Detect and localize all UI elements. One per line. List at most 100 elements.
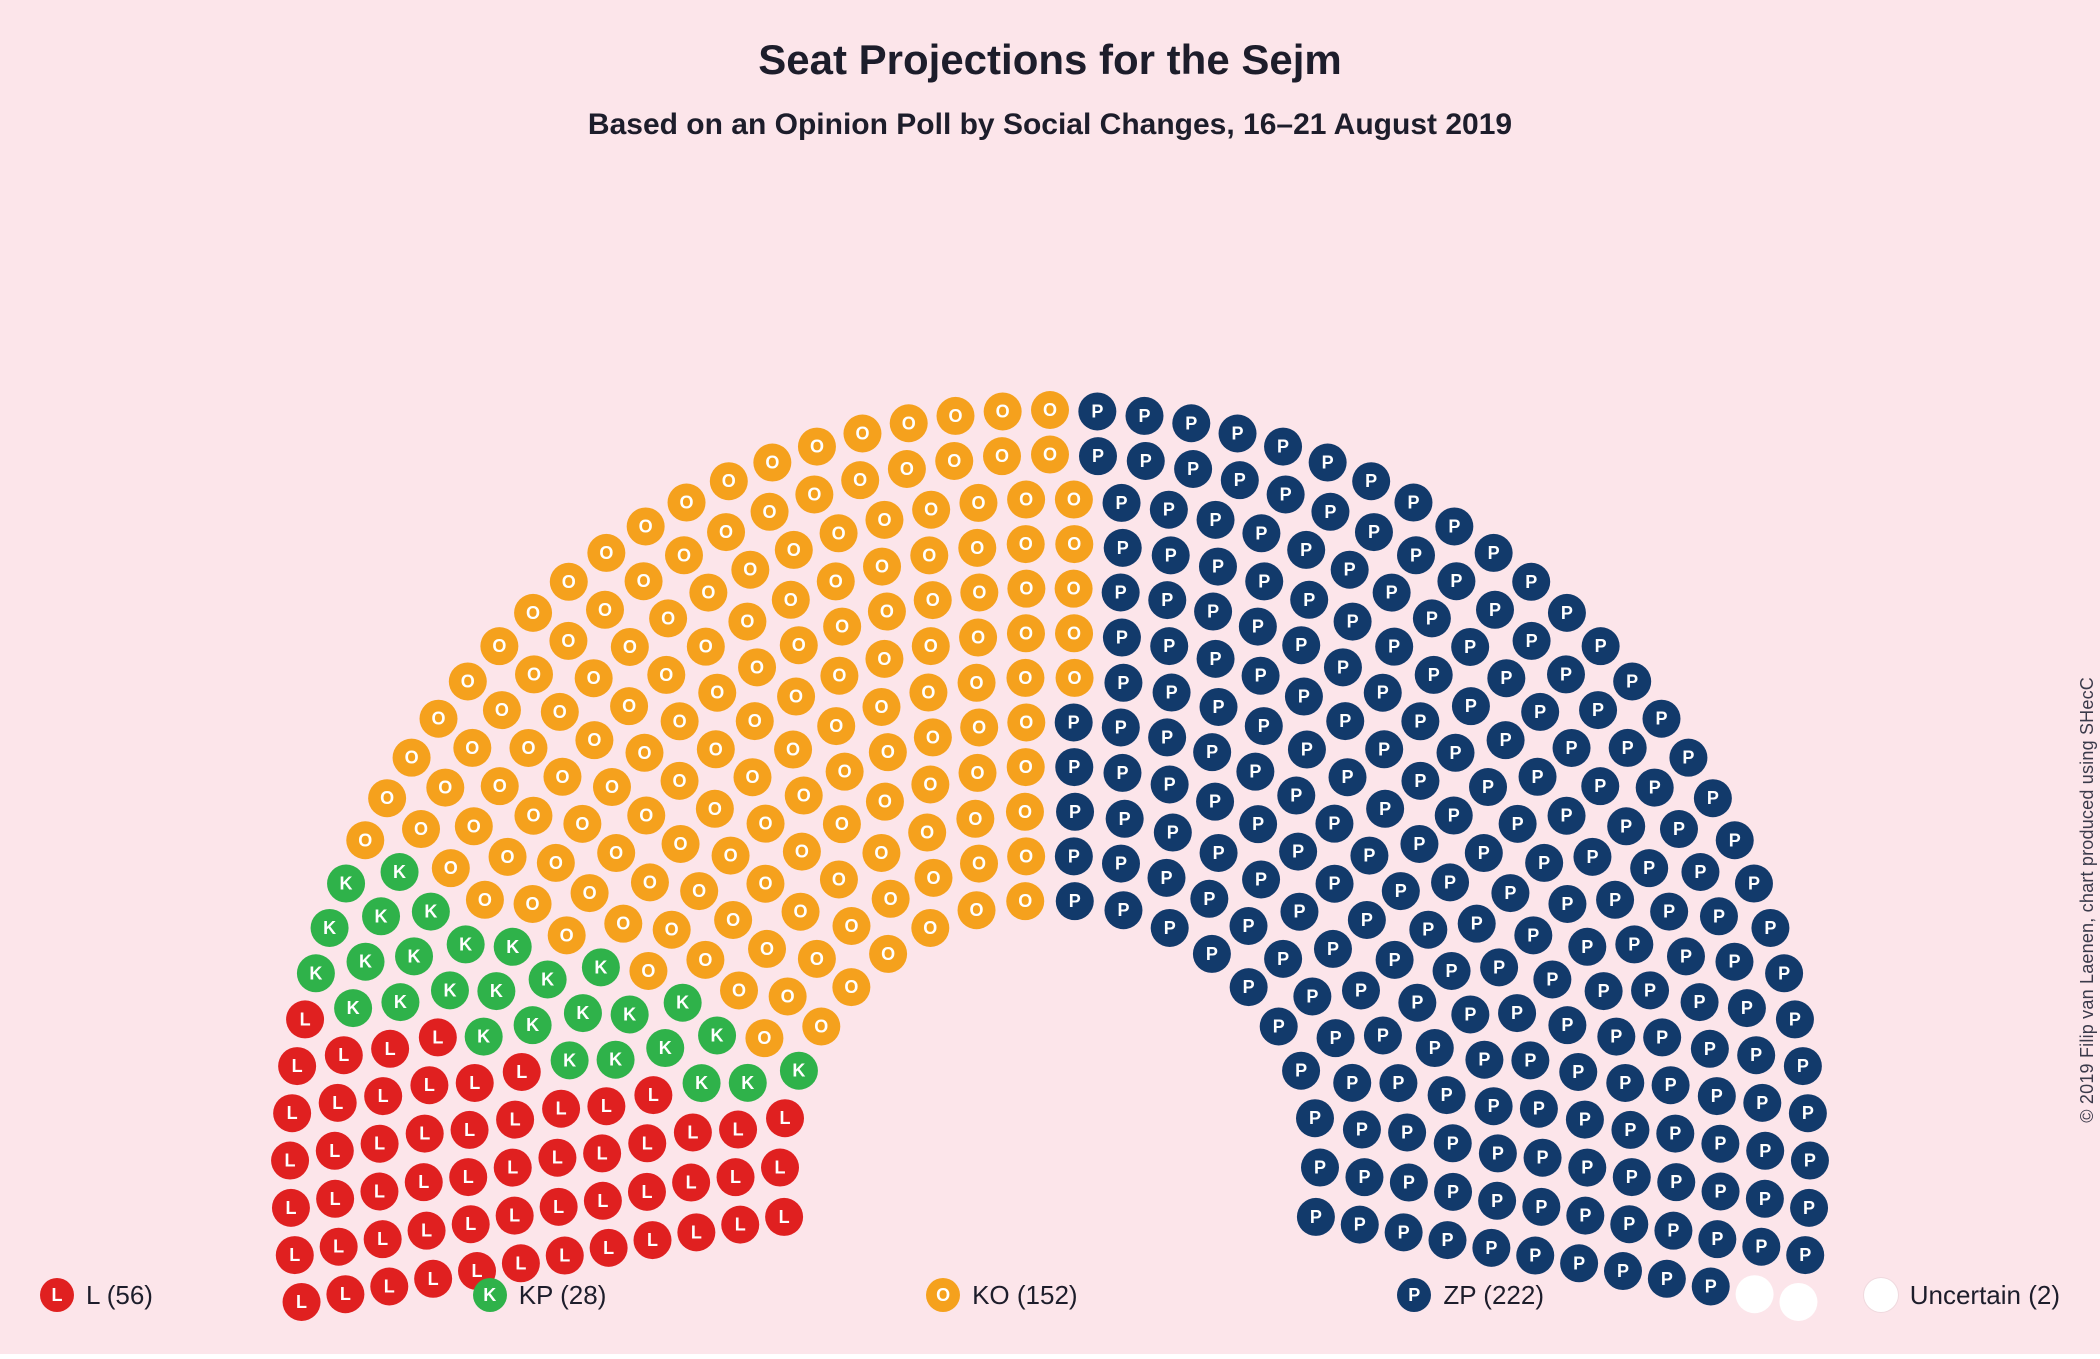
seat-letter-zp: P	[1626, 1167, 1638, 1187]
seat-zp: P	[1568, 1149, 1606, 1187]
seat-letter-zp: P	[1327, 939, 1339, 959]
seat-letter-ko: O	[835, 814, 849, 834]
seat-l: L	[419, 1018, 457, 1056]
seat-zp: P	[1200, 834, 1238, 872]
seat-letter-ko: O	[699, 637, 713, 657]
seat-zp: P	[1343, 1111, 1381, 1149]
seat-zp: P	[1465, 1041, 1503, 1079]
seat-ko: O	[686, 941, 724, 979]
seat-l: L	[542, 1090, 580, 1128]
seat-letter-zp: P	[1414, 711, 1426, 731]
seat-letter-ko: O	[710, 683, 724, 703]
seat-letter-ko: O	[637, 571, 651, 591]
seat-zp: P	[1681, 853, 1719, 891]
seat-zp: P	[1472, 1229, 1510, 1267]
seat-letter-zp: P	[1293, 902, 1305, 922]
seat-letter-zp: P	[1546, 969, 1558, 989]
seat-zp: P	[1458, 905, 1496, 943]
legend-item-l: LL (56)	[40, 1278, 153, 1312]
seat-zp: P	[1681, 983, 1719, 1021]
legend-swatch-kp: K	[473, 1278, 507, 1312]
seat-ko: O	[731, 551, 769, 589]
seat-l: L	[452, 1205, 490, 1243]
seat-letter-ko: O	[763, 502, 777, 522]
seat-letter-ko: O	[884, 889, 898, 909]
seat-letter-zp: P	[1344, 560, 1356, 580]
seat-zp: P	[1566, 1101, 1604, 1139]
seat-ko: O	[604, 905, 642, 943]
seat-letter-zp: P	[1573, 1253, 1585, 1273]
seat-ko: O	[912, 627, 950, 665]
seat-letter-zp: P	[1378, 739, 1390, 759]
seat-letter-zp: P	[1187, 459, 1199, 479]
seat-ko: O	[984, 392, 1022, 430]
seat-letter-l: L	[333, 1237, 344, 1257]
seat-letter-zp: P	[1598, 981, 1610, 1001]
seat-letter-ko: O	[605, 777, 619, 797]
seat-ko: O	[514, 594, 552, 632]
seat-letter-zp: P	[1759, 1189, 1771, 1209]
seat-zp: P	[1491, 874, 1529, 912]
legend-label-un: Uncertain (2)	[1910, 1280, 2060, 1311]
seat-ko: O	[541, 693, 579, 731]
seat-letter-ko: O	[521, 738, 535, 758]
seat-ko: O	[346, 821, 384, 859]
seat-letter-zp: P	[1328, 814, 1340, 834]
seat-letter-zp: P	[1426, 608, 1438, 628]
seat-zp: P	[1197, 640, 1235, 678]
seat-letter-zp: P	[1252, 617, 1264, 637]
seat-zp: P	[1350, 837, 1388, 875]
seat-letter-ko: O	[881, 944, 895, 964]
seat-letter-zp: P	[1799, 1245, 1811, 1265]
seat-letter-l: L	[464, 1120, 475, 1140]
seat-letter-zp: P	[1213, 697, 1225, 717]
seat-ko: O	[746, 865, 784, 903]
seat-letter-kp: K	[676, 993, 689, 1013]
seat-zp: P	[1737, 1036, 1775, 1074]
seat-letter-l: L	[329, 1141, 340, 1161]
seat-letter-ko: O	[1019, 534, 1033, 554]
seat-zp: P	[1245, 562, 1283, 600]
seat-letter-zp: P	[1707, 788, 1719, 808]
seat-zp: P	[1103, 484, 1141, 522]
seat-zp: P	[1475, 534, 1513, 572]
seat-letter-ko: O	[561, 631, 575, 651]
seat-zp: P	[1786, 1236, 1824, 1274]
seat-zp: P	[1352, 462, 1390, 500]
seat-letter-zp: P	[1379, 799, 1391, 819]
seat-letter-ko: O	[405, 748, 419, 768]
seat-zp: P	[1373, 574, 1411, 612]
seat-letter-ko: O	[829, 571, 843, 591]
seat-zp: P	[1613, 1158, 1651, 1196]
seat-letter-zp: P	[1500, 668, 1512, 688]
seat-letter-ko: O	[900, 459, 914, 479]
seat-zp: P	[1230, 968, 1268, 1006]
seat-letter-ko: O	[786, 740, 800, 760]
seat-letter-zp: P	[1389, 950, 1401, 970]
seat-ko: O	[911, 909, 949, 947]
seat-letter-zp: P	[1310, 1207, 1322, 1227]
seat-letter-zp: P	[1561, 894, 1573, 914]
seat-letter-zp: P	[1165, 545, 1177, 565]
seat-letter-zp: P	[1377, 1025, 1389, 1045]
seat-letter-ko: O	[923, 775, 937, 795]
seat-ko: O	[1007, 570, 1045, 608]
seat-letter-kp: K	[526, 1015, 539, 1035]
seat-letter-kp: K	[408, 946, 421, 966]
seat-zp: P	[1102, 845, 1140, 883]
seat-zp: P	[1219, 415, 1257, 453]
seat-letter-ko: O	[1019, 623, 1033, 643]
seat-letter-zp: P	[1167, 823, 1179, 843]
seat-letter-ko: O	[478, 890, 492, 910]
seat-letter-zp: P	[1407, 493, 1419, 513]
seat-l: L	[583, 1134, 621, 1172]
seat-zp: P	[1333, 1064, 1371, 1102]
seat-letter-zp: P	[1619, 1073, 1631, 1093]
seat-letter-kp: K	[711, 1025, 724, 1045]
seat-zp: P	[1151, 909, 1189, 947]
seat-zp: P	[1765, 954, 1803, 992]
seat-letter-zp: P	[1789, 1009, 1801, 1029]
seat-zp: P	[1606, 1064, 1644, 1102]
seat-letter-l: L	[432, 1027, 443, 1047]
seat-ko: O	[368, 779, 406, 817]
